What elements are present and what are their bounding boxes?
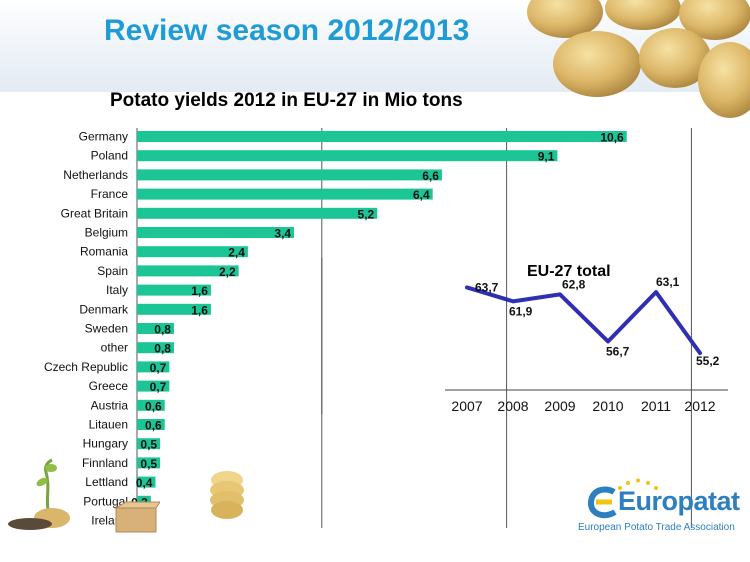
logo-e-icon [588, 486, 617, 519]
category-label: Austria [91, 398, 129, 412]
bar-value-label: 1,6 [191, 303, 208, 317]
potatoes-image [527, 0, 750, 118]
bar-value-label: 9,1 [538, 150, 555, 164]
bar-value-label: 0,5 [140, 438, 157, 452]
bar-value-label: 6,6 [422, 169, 439, 183]
sliced-potato-image [210, 471, 244, 519]
slide-title: Review season 2012/2013 [104, 14, 470, 47]
category-label: Germany [79, 130, 128, 144]
chart-title: Potato yields 2012 in EU-27 in Mio tons [110, 90, 463, 111]
bar [137, 380, 170, 392]
bar-value-label: 0,7 [150, 380, 167, 394]
category-label: Lettland [85, 475, 128, 489]
bar [137, 323, 174, 334]
logo-name: Europatat [618, 486, 740, 516]
bar [137, 438, 161, 450]
series-line [465, 285, 702, 356]
inset-title: EU-27 total [527, 263, 611, 280]
bar [137, 207, 378, 219]
category-label: Great Britain [61, 206, 128, 220]
category-label: other [101, 341, 128, 355]
category-label: Portugal [83, 494, 128, 508]
bar-value-label: 5,2 [358, 207, 375, 221]
x-tick-label: 2007 [451, 398, 482, 414]
bar [137, 495, 151, 507]
sprouting-potato-image [8, 458, 70, 530]
point-value-label: 56,7 [606, 344, 630, 358]
category-label: Sweden [85, 322, 128, 336]
bar-value-label: 10,6 [600, 131, 624, 145]
category-label: Romania [80, 245, 128, 259]
category-label: Hungary [83, 437, 128, 451]
x-tick-label: 2010 [592, 398, 623, 414]
category-label: Litauen [89, 418, 128, 432]
bar-value-label: 1,6 [191, 284, 208, 298]
bar [137, 188, 433, 200]
bar-value-label: 0,5 [140, 457, 157, 471]
category-label: Poland [91, 149, 128, 163]
category-label: Belgium [85, 226, 128, 240]
eu-stars-icon [618, 478, 658, 490]
europatat-logo: Europatat European Potato Trade Associat… [578, 478, 740, 542]
bar-value-label: 0,8 [154, 323, 171, 337]
category-label: Spain [97, 264, 128, 278]
bar [137, 150, 558, 162]
bar [137, 361, 170, 373]
bar-value-label: 3,4 [274, 227, 291, 241]
bar [137, 342, 174, 354]
bar [137, 246, 248, 258]
bar [137, 227, 295, 238]
x-tick-label: 2012 [684, 398, 715, 414]
category-label: Finnland [82, 456, 128, 470]
bar [137, 265, 239, 277]
x-tick-label: 2011 [641, 398, 671, 414]
category-label: Denmark [79, 302, 129, 316]
point-value-label: 63,7 [475, 280, 499, 294]
category-label: Italy [106, 283, 128, 297]
bar-value-label: 2,4 [228, 246, 245, 260]
bar [137, 284, 211, 296]
box-image [114, 501, 160, 533]
point-value-label: 55,2 [696, 354, 720, 368]
category-label: Czech Republic [44, 360, 128, 374]
x-tick-label: 2008 [497, 398, 528, 414]
bar [137, 457, 161, 469]
bar-value-label: 0,8 [154, 342, 171, 356]
bar-value-label: 0,7 [150, 361, 167, 375]
bar-value-label: 2,2 [219, 265, 236, 279]
bar-value-label: 0,6 [145, 399, 162, 413]
bar [137, 131, 627, 142]
point-value-label: 62,8 [562, 277, 586, 291]
category-label: France [91, 187, 129, 201]
point-value-label: 63,1 [656, 275, 680, 289]
bar-value-label: 0,4 [136, 476, 153, 490]
bar [137, 399, 165, 411]
x-tick-label: 2009 [544, 398, 575, 414]
bar [137, 419, 165, 430]
bar-value-label: 6,4 [413, 188, 430, 202]
bar [137, 169, 442, 181]
bar [137, 476, 156, 488]
point-value-label: 61,9 [509, 304, 533, 318]
logo-tagline: European Potato Trade Association [578, 522, 735, 533]
bar-value-label: 0,6 [145, 419, 162, 433]
category-label: Greece [89, 379, 129, 393]
bar [137, 303, 211, 315]
category-label: Netherlands [63, 168, 128, 182]
